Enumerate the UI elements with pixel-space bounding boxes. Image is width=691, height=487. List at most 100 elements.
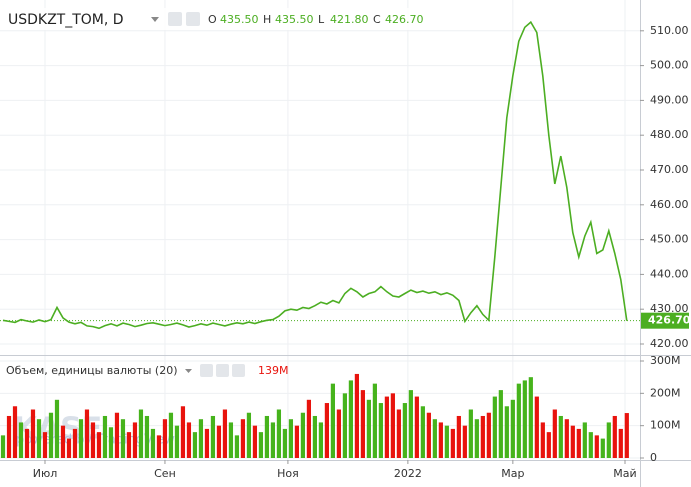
eye-icon[interactable] [200,364,213,377]
volume-bar [174,425,180,458]
volume-bar [300,412,306,458]
ohlc-value: 426.70 [385,13,424,26]
volume-bar [90,422,96,458]
volume-bar [48,412,54,458]
volume-bar [60,425,66,458]
volume-bar [312,415,318,458]
y-tick-label: 300M [650,354,681,367]
legend-bg [0,8,480,30]
x-tick-label: 2022 [394,467,422,480]
volume-bar [336,409,341,458]
volume-bar [546,432,551,458]
volume-bar [438,422,443,458]
volume-bar [240,419,246,458]
volume-bar [570,425,575,458]
volume-bar [96,432,102,458]
ohlc-legend: O 435.50 H 435.50 L 421.80 C 426.70 [208,13,424,26]
volume-bar [540,422,545,458]
volume-bar [432,419,437,458]
dropdown-icon[interactable] [151,17,159,22]
volume-bar [564,419,569,458]
volume-bar [480,415,485,458]
last-price-label: 426.70 [648,314,691,327]
volume-bar [6,415,12,458]
ohlc-value: 435.50 [275,13,314,26]
volume-bar [150,428,156,458]
volume-bar [606,422,611,458]
volume-bar [30,409,36,458]
symbol: USDKZT_TOM, D [8,12,124,28]
y-tick-label: 500.00 [650,59,689,72]
volume-last: 139M [258,364,289,377]
y-tick-label: 0 [650,451,657,464]
volume-bar [360,390,365,458]
volume-bar [222,409,228,458]
volume-bar [492,396,497,458]
volume-bar [366,399,371,458]
volume-bar [138,409,144,458]
volume-bar [198,419,204,458]
volume-bar [264,415,270,458]
x-tick-label: Мар [501,467,524,480]
settings-icon[interactable] [186,12,200,26]
volume-bar [0,435,6,458]
volume-bar [522,380,527,458]
volume-bar [552,409,557,458]
volume-bar [78,419,84,458]
y-tick-label: 510.00 [650,24,689,37]
ohlc-key: C [373,13,381,26]
volume-bar [390,393,395,458]
volume-bar [402,403,407,458]
eye-icon[interactable] [168,12,182,26]
volume-bar [324,403,329,458]
volume-bar [210,415,216,458]
volume-bar [468,409,473,458]
volume-bar [186,422,192,458]
volume-bar [420,406,425,458]
volume-bar [414,396,419,458]
volume-bar [396,409,401,458]
volume-bar [444,425,449,458]
volume-bar [288,419,294,458]
volume-bar [384,396,389,458]
y-tick-label: 200M [650,386,681,399]
volume-bar [624,413,629,458]
volume-bar [120,419,126,458]
ohlc-value: 421.80 [330,13,369,26]
volume-bar [474,419,479,458]
volume-bar [306,399,312,458]
dropdown-icon[interactable] [185,369,192,373]
volume-bar [66,438,72,458]
volume-bar [516,383,521,458]
volume-bar [144,415,150,458]
x-tick-label: Сен [154,467,176,480]
close-icon[interactable] [232,364,245,377]
volume-bar [72,428,78,458]
y-tick-label: 100M [650,419,681,432]
volume-bar [108,427,114,458]
volume-bar [594,435,599,458]
volume-bar [276,409,282,458]
volume-bar [156,435,162,458]
volume-bar [504,406,509,458]
volume-bar [42,432,48,458]
volume-bar [408,390,413,458]
ohlc-value: 435.50 [220,13,259,26]
volume-bar [576,428,581,458]
volume-bar [486,412,491,458]
ohlc-key: O [208,13,217,26]
volume-bar [84,409,90,458]
volume-bar [228,422,234,458]
volume-bar [612,415,617,458]
volume-bar [372,383,377,458]
volume-bar [24,428,30,458]
ohlc-key: L [318,13,325,26]
volume-bar [426,412,431,458]
x-tick-label: Июл [33,467,58,480]
volume-bar [246,412,252,458]
volume-bar [294,425,300,458]
volume-bar [270,422,276,458]
volume-bar [12,406,18,458]
settings-icon[interactable] [216,364,229,377]
